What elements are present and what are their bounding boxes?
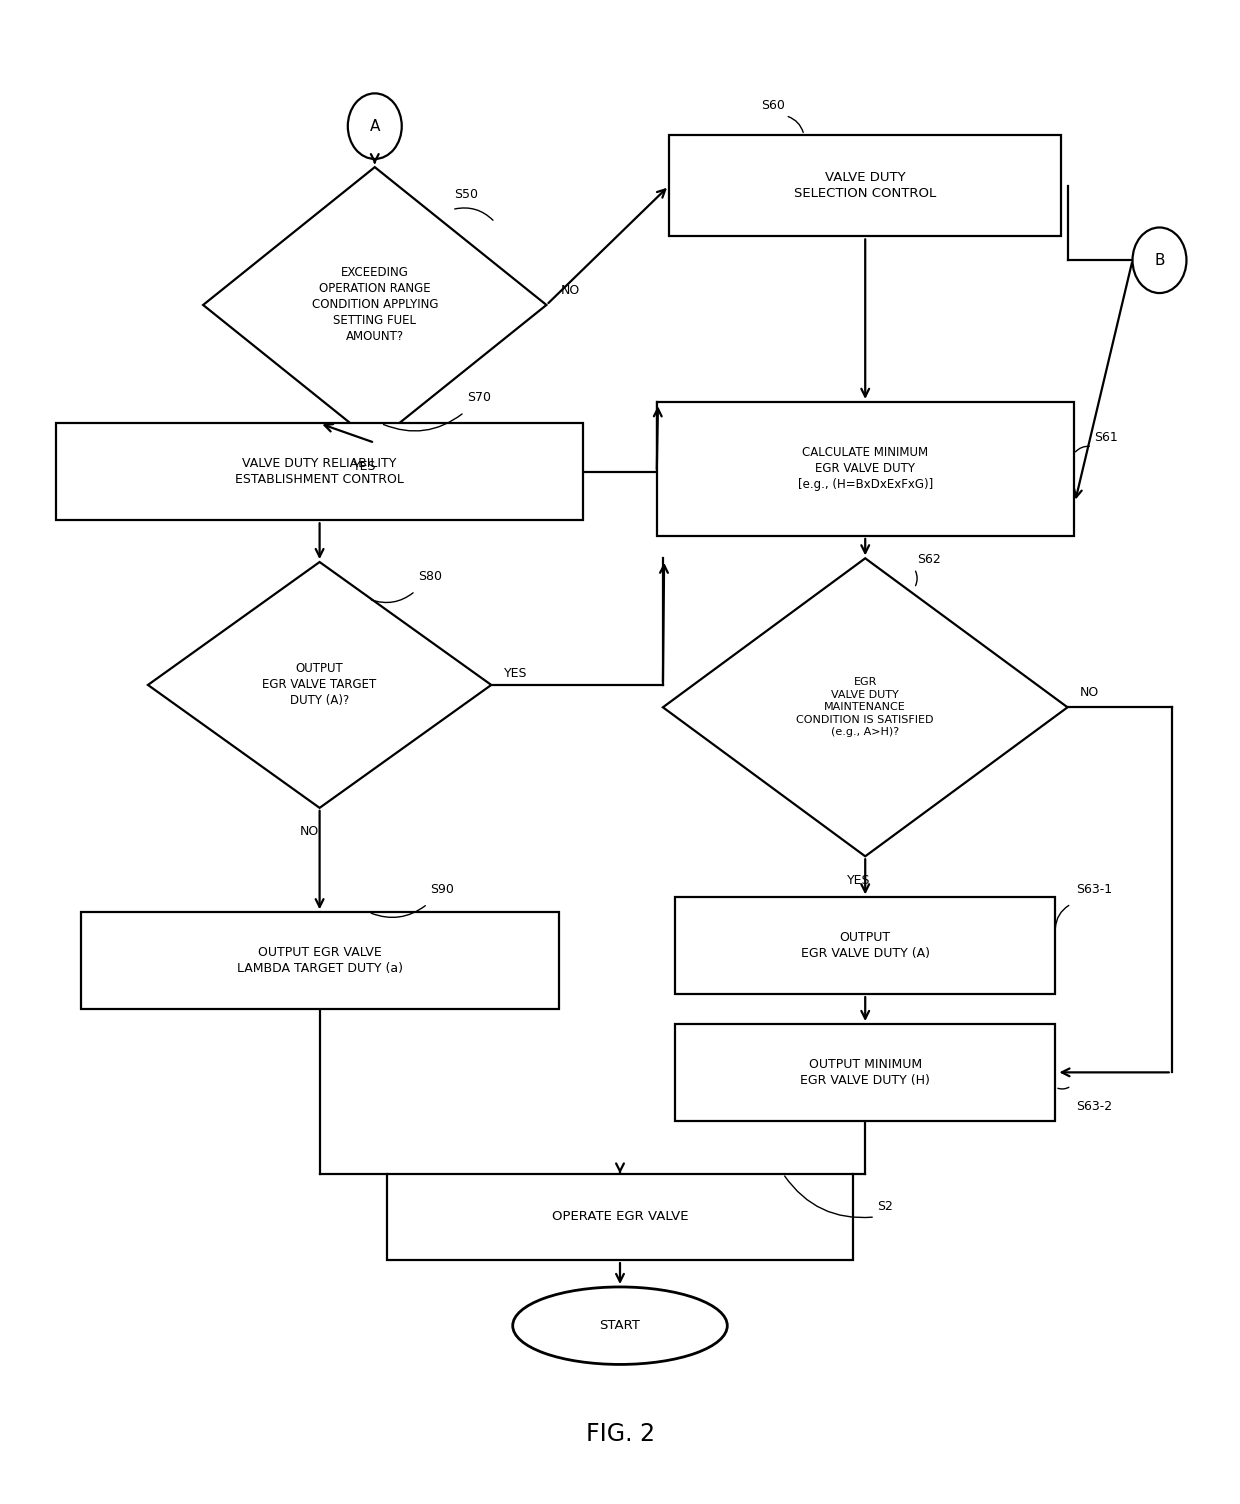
Bar: [670, 135, 1061, 236]
Text: CALCULATE MINIMUM
EGR VALVE DUTY
[e.g., (H=BxDxExFxG)]: CALCULATE MINIMUM EGR VALVE DUTY [e.g., …: [797, 447, 932, 492]
Text: VALVE DUTY
SELECTION CONTROL: VALVE DUTY SELECTION CONTROL: [794, 171, 936, 200]
FancyArrowPatch shape: [1075, 447, 1089, 451]
Text: NO: NO: [562, 284, 580, 296]
Bar: [56, 424, 583, 520]
Text: START: START: [600, 1319, 640, 1333]
Bar: [81, 913, 559, 1009]
Text: OUTPUT
EGR VALVE DUTY (A): OUTPUT EGR VALVE DUTY (A): [801, 931, 930, 960]
Bar: [657, 402, 1074, 535]
Polygon shape: [203, 167, 547, 442]
FancyArrowPatch shape: [785, 1176, 872, 1218]
Text: S60: S60: [761, 99, 785, 111]
Text: S63-1: S63-1: [1076, 883, 1112, 895]
FancyArrowPatch shape: [371, 593, 413, 603]
FancyArrowPatch shape: [371, 905, 425, 917]
Text: OUTPUT EGR VALVE
LAMBDA TARGET DUTY (a): OUTPUT EGR VALVE LAMBDA TARGET DUTY (a): [237, 946, 403, 975]
Circle shape: [347, 93, 402, 159]
Text: S50: S50: [455, 188, 479, 202]
Bar: [387, 1173, 853, 1260]
Bar: [675, 1024, 1055, 1120]
Text: NO: NO: [300, 826, 320, 838]
Text: VALVE DUTY RELIABILITY
ESTABLISHMENT CONTROL: VALVE DUTY RELIABILITY ESTABLISHMENT CON…: [236, 457, 404, 486]
Polygon shape: [663, 558, 1068, 856]
Text: EGR
VALVE DUTY
MAINTENANCE
CONDITION IS SATISFIED
(e.g., A>H)?: EGR VALVE DUTY MAINTENANCE CONDITION IS …: [796, 677, 934, 737]
FancyArrowPatch shape: [455, 208, 494, 220]
Text: OUTPUT
EGR VALVE TARGET
DUTY (A)?: OUTPUT EGR VALVE TARGET DUTY (A)?: [263, 662, 377, 707]
Text: YES: YES: [353, 460, 377, 474]
Text: S61: S61: [1095, 432, 1118, 444]
Text: S63-2: S63-2: [1076, 1099, 1112, 1113]
Text: B: B: [1154, 253, 1164, 268]
Polygon shape: [148, 562, 491, 808]
FancyArrowPatch shape: [915, 572, 918, 585]
Text: S70: S70: [466, 391, 491, 405]
Circle shape: [1132, 227, 1187, 293]
Text: OPERATE EGR VALVE: OPERATE EGR VALVE: [552, 1211, 688, 1223]
Text: S62: S62: [916, 553, 940, 567]
Text: S90: S90: [430, 883, 454, 895]
FancyArrowPatch shape: [1058, 1087, 1069, 1089]
Text: YES: YES: [503, 666, 527, 680]
Bar: [675, 898, 1055, 994]
Text: A: A: [370, 119, 379, 134]
FancyArrowPatch shape: [383, 414, 463, 432]
Text: EXCEEDING
OPERATION RANGE
CONDITION APPLYING
SETTING FUEL
AMOUNT?: EXCEEDING OPERATION RANGE CONDITION APPL…: [311, 266, 438, 343]
FancyArrowPatch shape: [1055, 905, 1069, 928]
Text: S2: S2: [878, 1200, 893, 1214]
Text: S80: S80: [418, 570, 441, 582]
Text: OUTPUT MINIMUM
EGR VALVE DUTY (H): OUTPUT MINIMUM EGR VALVE DUTY (H): [800, 1057, 930, 1087]
Text: NO: NO: [1080, 686, 1099, 699]
Text: FIG. 2: FIG. 2: [585, 1423, 655, 1447]
Text: YES: YES: [847, 874, 870, 887]
Ellipse shape: [512, 1287, 728, 1364]
FancyArrowPatch shape: [789, 117, 804, 132]
